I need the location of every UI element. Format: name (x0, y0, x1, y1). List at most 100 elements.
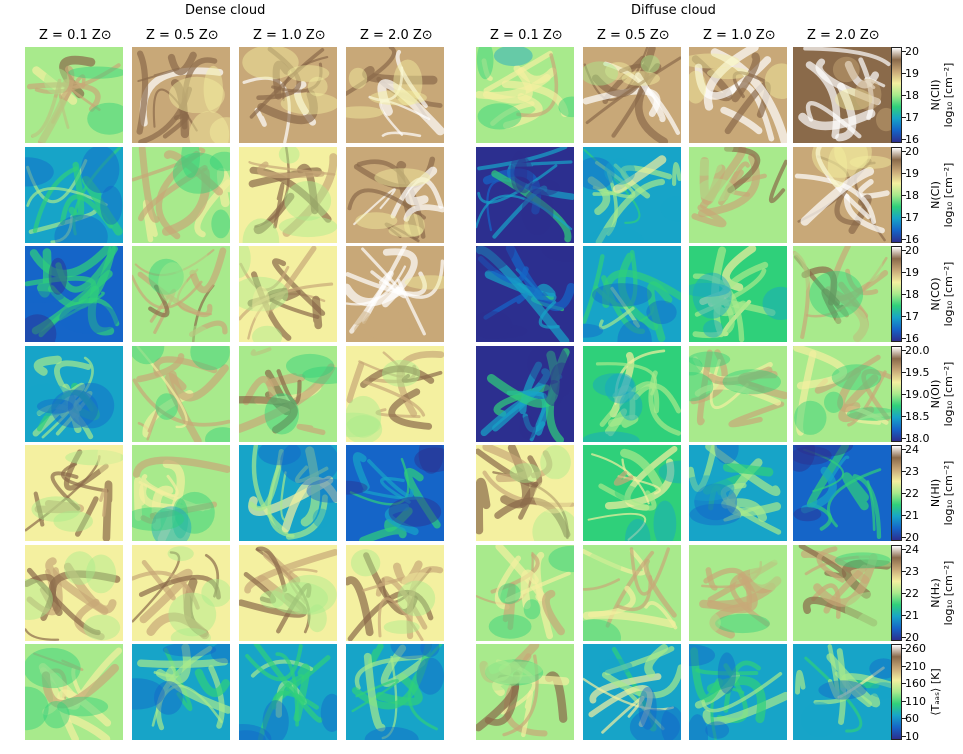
colorbar-tick-mark (902, 338, 906, 339)
map-panel (239, 246, 337, 342)
colorbar-tick-label: 18 (905, 288, 919, 301)
colorbar-tick-label: 60 (905, 712, 919, 725)
colorbar-tick-mark (902, 316, 906, 317)
colorbar-tick-label: 17 (905, 310, 919, 323)
colorbar-label: N(CI) (929, 181, 942, 209)
column-title: Z = 2.0 Z⊙ (807, 28, 880, 43)
colorbar (891, 545, 902, 641)
map-panel (239, 545, 337, 641)
colorbar-tick-label: 20 (905, 531, 919, 544)
column-title: Z = 0.1 Z⊙ (490, 28, 563, 43)
map-panel (346, 445, 444, 541)
colorbar-tick-mark (902, 250, 906, 251)
colorbar-tick-mark (902, 217, 906, 218)
colorbar-tick-label: 160 (905, 677, 926, 690)
colorbar-label: log₁₀ [cm⁻²] (942, 261, 955, 327)
colorbar-tick-mark (902, 736, 906, 737)
colorbar (891, 147, 902, 243)
colorbar-tick-mark (902, 648, 906, 649)
column-title: Z = 0.5 Z⊙ (597, 28, 670, 43)
map-panel (689, 346, 787, 442)
colorbar-tick-mark (902, 350, 906, 351)
map-panel (583, 545, 681, 641)
colorbar (891, 445, 902, 541)
colorbar-tick-label: 16 (905, 233, 919, 246)
colorbar-tick-label: 19 (905, 167, 919, 180)
colorbar-tick-mark (902, 394, 906, 395)
map-panel (689, 445, 787, 541)
colorbar-tick-mark (902, 195, 906, 196)
colorbar-tick-mark (902, 95, 906, 96)
colorbar-tick-label: 18.5 (905, 410, 930, 423)
colorbar-tick-mark (902, 151, 906, 152)
map-panel (346, 346, 444, 442)
colorbar-tick-mark (902, 239, 906, 240)
map-panel (689, 644, 787, 740)
colorbar-tick-label: 18.0 (905, 432, 930, 445)
colorbar-tick-mark (902, 593, 906, 594)
map-panel (132, 545, 230, 641)
colorbar-tick-mark (902, 537, 906, 538)
map-panel (346, 47, 444, 143)
colorbar-label: N(H₂) (929, 578, 942, 608)
column-title: Z = 2.0 Z⊙ (360, 28, 433, 43)
colorbar-label: N(CO) (929, 277, 942, 311)
column-title: Z = 1.0 Z⊙ (703, 28, 776, 43)
map-panel (793, 445, 891, 541)
colorbar-tick-mark (902, 493, 906, 494)
map-panel (793, 545, 891, 641)
colorbar-tick-label: 19 (905, 67, 919, 80)
colorbar-tick-label: 18 (905, 189, 919, 202)
colorbar-tick-label: 210 (905, 660, 926, 673)
map-panel (25, 644, 123, 740)
map-panel (132, 147, 230, 243)
map-panel (25, 47, 123, 143)
map-panel (25, 545, 123, 641)
map-panel (239, 644, 337, 740)
colorbar-label: ⟨Tₐₐₛ⟩ [K] (929, 668, 942, 716)
map-panel (793, 644, 891, 740)
column-title: Z = 0.5 Z⊙ (146, 28, 219, 43)
colorbar-tick-mark (902, 615, 906, 616)
colorbar-tick-mark (902, 51, 906, 52)
colorbar-tick-label: 19.0 (905, 388, 930, 401)
colorbar-tick-label: 22 (905, 587, 919, 600)
column-title: Z = 1.0 Z⊙ (253, 28, 326, 43)
map-panel (689, 147, 787, 243)
colorbar-tick-label: 20 (905, 145, 919, 158)
colorbar-tick-mark (902, 666, 906, 667)
map-panel (583, 445, 681, 541)
map-panel (476, 644, 574, 740)
map-panel (132, 246, 230, 342)
colorbar-tick-mark (902, 294, 906, 295)
colorbar-tick-mark (902, 117, 906, 118)
colorbar (891, 246, 902, 342)
map-panel (132, 346, 230, 442)
colorbar-tick-label: 21 (905, 609, 919, 622)
map-panel (25, 147, 123, 243)
group-title-diffuse: Diffuse cloud (631, 3, 716, 18)
map-panel (476, 47, 574, 143)
map-panel (793, 47, 891, 143)
map-panel (239, 147, 337, 243)
colorbar-tick-label: 19 (905, 266, 919, 279)
column-title: Z = 0.1 Z⊙ (39, 28, 112, 43)
colorbar-tick-label: 22 (905, 487, 919, 500)
colorbar-tick-mark (902, 372, 906, 373)
colorbar-tick-mark (902, 173, 906, 174)
map-panel (25, 346, 123, 442)
map-panel (689, 47, 787, 143)
colorbar-label: log₁₀ [cm⁻²] (942, 560, 955, 626)
colorbar-tick-label: 24 (905, 543, 919, 556)
colorbar (891, 644, 902, 740)
map-panel (346, 545, 444, 641)
group-title-dense: Dense cloud (185, 3, 266, 18)
colorbar-tick-mark (902, 718, 906, 719)
colorbar-tick-mark (902, 471, 906, 472)
colorbar-tick-mark (902, 139, 906, 140)
map-panel (476, 246, 574, 342)
map-panel (476, 147, 574, 243)
map-panel (239, 445, 337, 541)
colorbar-tick-mark (902, 571, 906, 572)
map-panel (793, 246, 891, 342)
